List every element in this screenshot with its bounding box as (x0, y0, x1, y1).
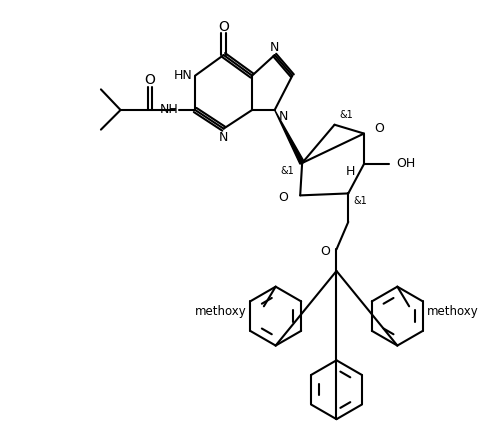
Text: N: N (270, 41, 280, 54)
Text: OH: OH (396, 158, 416, 171)
Text: &1: &1 (281, 166, 294, 176)
Text: methoxy: methoxy (194, 305, 246, 318)
Text: &1: &1 (353, 196, 367, 206)
Text: N: N (279, 110, 288, 124)
Polygon shape (275, 110, 304, 164)
Text: O: O (218, 19, 229, 34)
Text: N: N (219, 131, 228, 144)
Text: O: O (144, 73, 155, 86)
Text: O: O (279, 191, 288, 204)
Text: methoxy: methoxy (427, 305, 479, 318)
Text: O: O (321, 245, 331, 258)
Text: O: O (374, 122, 384, 135)
Text: H: H (346, 165, 355, 178)
Text: &1: &1 (340, 110, 353, 120)
Text: NH: NH (160, 104, 178, 117)
Text: HN: HN (174, 69, 192, 82)
